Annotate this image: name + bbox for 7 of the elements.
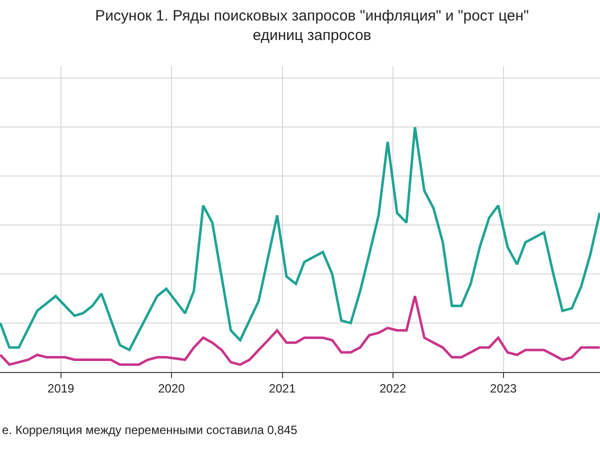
x-tick-label: 2020 <box>158 381 186 396</box>
text: е. Корреляция между переменными составила 0,845 <box>2 423 298 437</box>
x-tick-label: 2023 <box>490 381 518 396</box>
chart-title: Рисунок 1. Ряды поисковых запросов "инфляция" и "рост цен" единиц запросов <box>95 7 529 44</box>
x-tick-label: 2022 <box>379 381 406 396</box>
x-tick-label: 2021 <box>268 381 296 396</box>
x-tick-label: 2019 <box>48 381 75 396</box>
